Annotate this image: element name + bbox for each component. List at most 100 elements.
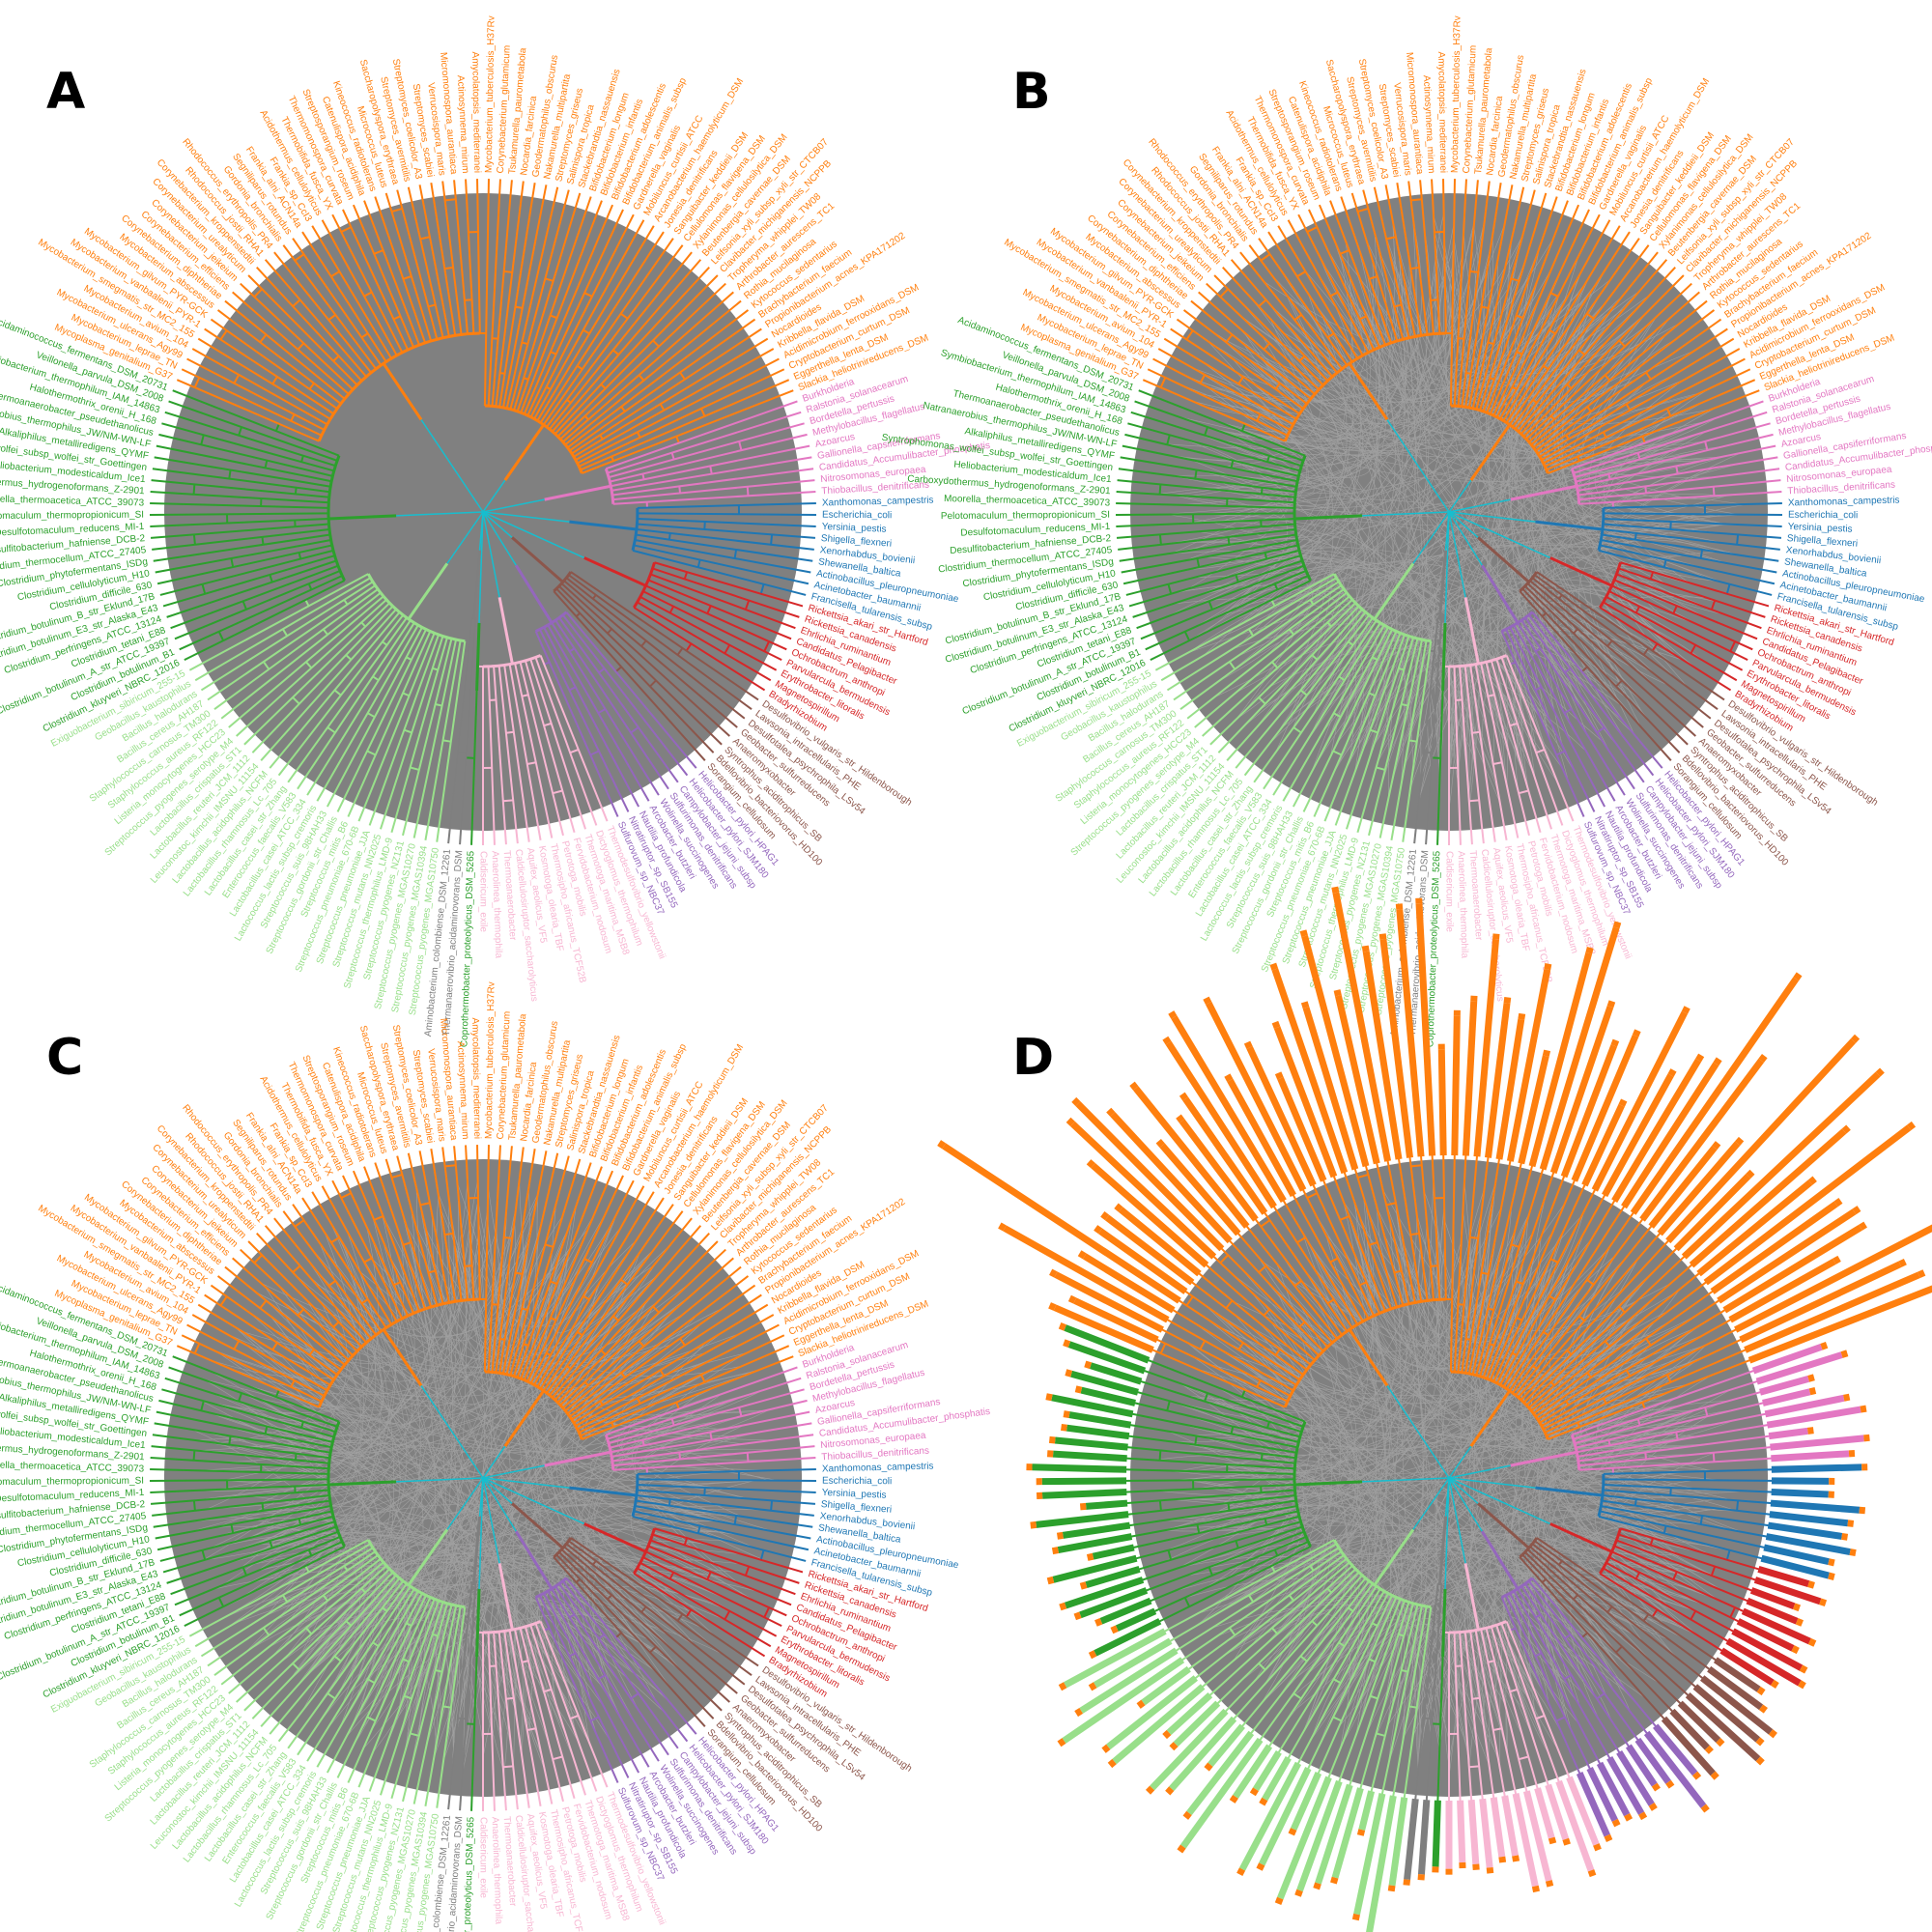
- internal-branch: [1166, 435, 1171, 445]
- internal-branch: [1571, 468, 1575, 473]
- internal-branch: [264, 460, 269, 469]
- leaf-branch: [151, 479, 329, 498]
- abundance-bar-cap: [1203, 996, 1212, 1006]
- leaf-branch: [166, 559, 337, 618]
- leaf-branch: [1313, 631, 1398, 817]
- internal-branch: [1260, 253, 1271, 262]
- leaf-branch: [1145, 575, 1309, 651]
- abundance-bar-cap: [1681, 1006, 1690, 1014]
- internal-branch: [367, 573, 372, 579]
- internal-branch: [297, 342, 305, 351]
- internal-branch: [526, 761, 536, 766]
- leaf-branch: [342, 209, 410, 351]
- leaf-branch: [1179, 588, 1345, 711]
- internal-branch: [1509, 624, 1515, 629]
- internal-branch: [1359, 315, 1367, 321]
- internal-branch: [607, 628, 612, 635]
- transfer-link: [1449, 348, 1611, 773]
- abundance-bar-cap: [1612, 921, 1622, 929]
- leaf-branch: [1407, 181, 1429, 335]
- panel-letter: A: [46, 63, 85, 121]
- leaf-branch: [1308, 209, 1376, 351]
- internal-branch: [1331, 372, 1338, 378]
- leaf-branch: [1528, 291, 1700, 443]
- internal-branch: [242, 600, 247, 611]
- transfer-link: [1211, 330, 1560, 740]
- leaf-branch: [1170, 327, 1300, 415]
- internal-branch: [1329, 291, 1339, 298]
- abundance-bar-cap: [1048, 1302, 1057, 1311]
- abundance-bar-cap: [1610, 1038, 1620, 1047]
- leaf-branch: [228, 595, 384, 728]
- clade-stem: [407, 562, 449, 620]
- leaf-branch: [1613, 579, 1758, 640]
- abundance-bar-cap: [1129, 1081, 1139, 1091]
- abundance-bar: [1417, 1799, 1431, 1875]
- internal-branch: [505, 730, 514, 734]
- internal-branch: [444, 1232, 454, 1236]
- abundance-bar-cap: [1063, 1410, 1070, 1419]
- leaf-branch: [1384, 185, 1416, 337]
- leaf-branch: [1482, 196, 1558, 412]
- internal-branch: [1410, 198, 1422, 202]
- panel-c: Mycobacterium_tuberculosis_H37RvCoryneba…: [0, 981, 991, 1932]
- internal-branch: [1511, 277, 1520, 282]
- leaf-branch: [321, 219, 398, 356]
- leaf-branch: [1509, 626, 1606, 808]
- leaf-branch: [1485, 662, 1530, 837]
- leaf-branch: [402, 638, 453, 837]
- internal-branch: [1294, 534, 1298, 541]
- transfer-link: [1488, 262, 1610, 762]
- abundance-bar-cap: [1204, 1762, 1213, 1772]
- internal-branch: [1266, 455, 1270, 463]
- leaf-branch: [1122, 444, 1298, 483]
- internal-branch: [1586, 406, 1592, 412]
- internal-branch: [746, 486, 750, 497]
- transfer-link: [1552, 493, 1720, 755]
- internal-branch: [636, 431, 641, 439]
- leaf-branch: [1459, 666, 1473, 845]
- leaf-branch: [184, 580, 346, 662]
- leaf-branch: [159, 549, 334, 596]
- transfer-link: [1171, 248, 1372, 496]
- taxon-label: Yersinia_pestis: [1787, 522, 1852, 535]
- abundance-bar-cap: [1700, 1804, 1710, 1813]
- taxon-label: Caldisericum_exile: [477, 851, 488, 932]
- backbone-branch: [478, 511, 484, 551]
- leaf-branch: [181, 368, 323, 437]
- internal-branch: [1518, 430, 1522, 435]
- taxon-label: Anaerolinea_thermophila: [490, 1817, 504, 1925]
- abundance-bar-cap: [1224, 1073, 1234, 1082]
- abundance-bar-cap: [1049, 1268, 1058, 1278]
- internal-branch: [744, 600, 751, 611]
- leaf-branch: [559, 282, 726, 440]
- transfer-link: [1483, 586, 1630, 762]
- leaf-branch: [316, 624, 419, 802]
- internal-branch: [1699, 549, 1704, 559]
- internal-branch: [724, 644, 731, 654]
- clade-stem: [382, 362, 423, 421]
- internal-branch: [261, 536, 265, 545]
- abundance-bar-cap: [1859, 1221, 1867, 1231]
- leaf-branch: [188, 573, 369, 671]
- taxon-label: Xanthomonas_campestris: [1788, 496, 1900, 509]
- abundance-bar-cap: [1695, 1053, 1705, 1063]
- abundance-bar-cap: [1356, 1829, 1366, 1836]
- transfer-link: [1229, 331, 1719, 465]
- leaf-branch: [1599, 607, 1732, 692]
- clade-stem: [471, 550, 482, 618]
- leaf-branch: [608, 422, 805, 479]
- internal-branch: [1225, 333, 1234, 343]
- backbone-branch: [1386, 419, 1450, 513]
- internal-branch: [253, 288, 263, 298]
- internal-branch: [192, 1450, 196, 1461]
- internal-branch: [192, 1500, 196, 1511]
- leaf-branch: [568, 574, 753, 711]
- taxon-label: Moorella_thermoacetica_ATCC_39073: [944, 494, 1111, 508]
- leaf-branch: [1125, 549, 1300, 596]
- internal-branch: [522, 341, 528, 346]
- leaf-branch: [516, 196, 592, 412]
- abundance-bar-cap: [1562, 1837, 1571, 1846]
- panel-a: Mycobacterium_tuberculosis_H37RvCoryneba…: [0, 15, 991, 1047]
- internal-branch: [1196, 557, 1201, 568]
